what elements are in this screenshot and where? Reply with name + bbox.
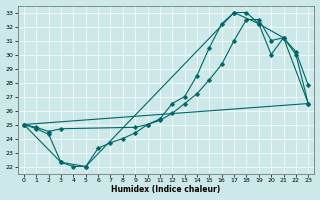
X-axis label: Humidex (Indice chaleur): Humidex (Indice chaleur) bbox=[111, 185, 221, 194]
